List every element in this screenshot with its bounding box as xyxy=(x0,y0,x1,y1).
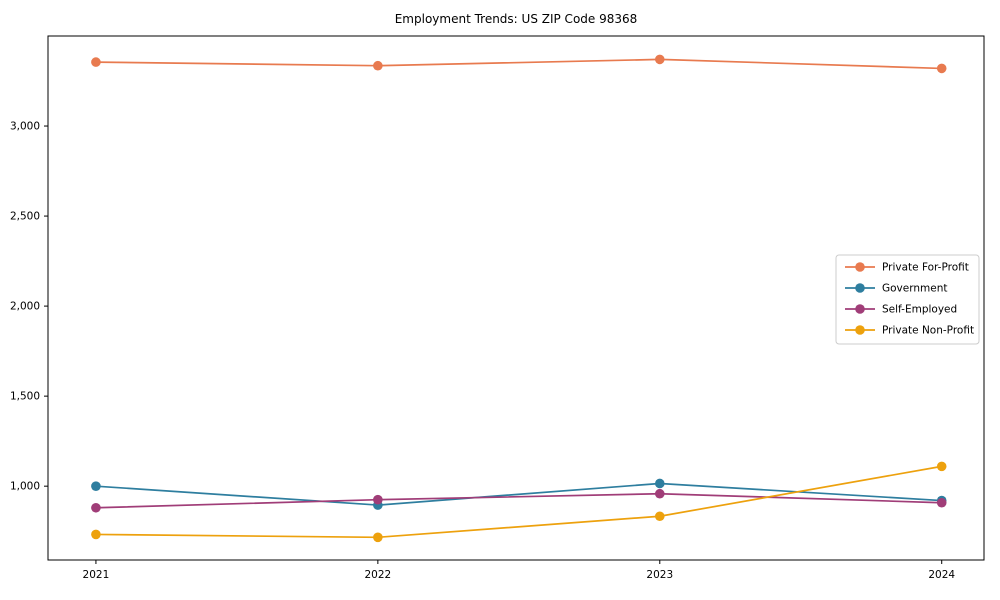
series-line-1 xyxy=(95,482,943,506)
series-line-3 xyxy=(95,465,943,539)
data-point-1 xyxy=(91,481,101,491)
data-point-2 xyxy=(91,502,101,513)
legend-marker-dot xyxy=(855,304,865,314)
legend-marker-dot xyxy=(855,283,865,293)
legend-box xyxy=(835,254,980,345)
series-line-2 xyxy=(95,492,943,509)
legend-marker-dot xyxy=(855,325,865,335)
y-tick-label: 2,000 xyxy=(10,301,40,313)
legend-label: Government xyxy=(882,283,947,295)
data-point-2 xyxy=(373,494,383,505)
legend-label: Self-Employed xyxy=(882,304,957,316)
plot-frame xyxy=(47,35,985,561)
chart-title: Employment Trends: US ZIP Code 98368 xyxy=(395,12,638,26)
y-tick-label: 1,500 xyxy=(10,391,40,403)
y-tick-label: 1,000 xyxy=(10,481,40,493)
data-point-0 xyxy=(91,57,101,67)
data-point-2 xyxy=(936,497,947,508)
series-line-0 xyxy=(95,58,943,70)
data-point-3 xyxy=(91,529,101,540)
data-point-0 xyxy=(654,54,665,65)
x-tick-label: 2024 xyxy=(928,569,955,581)
legend-label: Private For-Profit xyxy=(882,262,969,274)
data-point-0 xyxy=(373,60,383,71)
data-point-3 xyxy=(936,461,947,472)
y-tick-label: 3,000 xyxy=(10,121,40,133)
data-point-3 xyxy=(654,511,665,522)
data-point-1 xyxy=(654,478,665,489)
data-point-0 xyxy=(936,63,947,74)
data-point-3 xyxy=(373,532,383,543)
data-point-2 xyxy=(654,488,665,499)
x-tick-label: 2023 xyxy=(646,569,673,581)
legend-marker-dot xyxy=(855,262,865,272)
y-tick-label: 2,500 xyxy=(10,211,40,223)
legend-label: Private Non-Profit xyxy=(882,325,974,337)
x-tick-label: 2021 xyxy=(83,569,110,581)
x-tick-label: 2022 xyxy=(364,569,391,581)
